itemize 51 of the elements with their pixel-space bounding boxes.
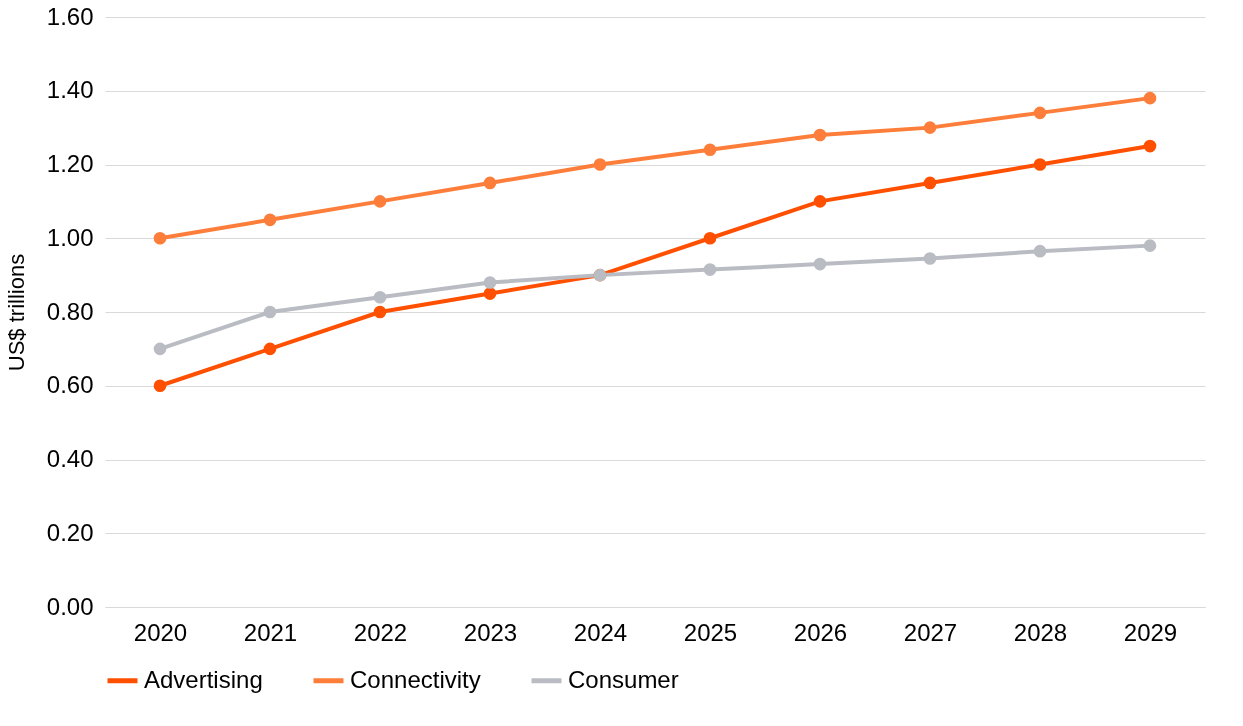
point [153,231,167,245]
y-tick-label: 0.40 [46,445,94,472]
point [923,252,937,265]
legend-label: Consumer [568,665,679,693]
point [483,287,497,300]
y-axis-title: US$ trillions [3,253,29,372]
legend-label: Connectivity [350,665,481,693]
x-tick-label: 2028 [1013,618,1068,646]
y-tick-label: 1.40 [46,76,94,104]
point [593,158,607,171]
point [263,342,277,356]
point [703,263,717,276]
point [703,143,717,157]
point [373,195,387,208]
point [813,257,827,271]
x-tick-label: 2029 [1123,618,1178,646]
point [1143,139,1157,153]
point [1033,244,1047,258]
y-tick-label: 0.20 [46,518,94,546]
point [153,379,167,393]
point [483,176,497,190]
x-tick-label: 2021 [243,618,298,646]
point [813,195,827,208]
point [373,290,387,304]
y-tick-label: 1.60 [46,2,94,30]
y-tick-label: 0.00 [46,592,94,620]
x-tick-label: 2025 [683,618,738,646]
point [923,121,937,134]
point [1033,106,1047,120]
point [263,213,277,227]
x-tick-label: 2027 [903,618,958,646]
point [813,128,827,142]
point [153,342,167,356]
point [1033,158,1047,171]
point [373,305,387,319]
y-tick-label: 0.80 [46,297,94,325]
x-tick-label: 2026 [793,618,848,646]
legend-label: Advertising [144,665,263,693]
x-tick-label: 2024 [573,618,628,646]
y-tick-label: 1.00 [46,223,94,251]
point [1143,239,1157,252]
y-tick-label: 0.60 [46,371,94,399]
point [923,176,937,190]
point [263,305,277,319]
point [1143,91,1157,105]
point [483,276,497,289]
y-tick-label: 1.20 [46,150,94,177]
point [703,231,717,245]
x-tick-label: 2023 [463,618,518,646]
x-tick-label: 2020 [133,618,188,646]
x-tick-label: 2022 [353,618,408,646]
